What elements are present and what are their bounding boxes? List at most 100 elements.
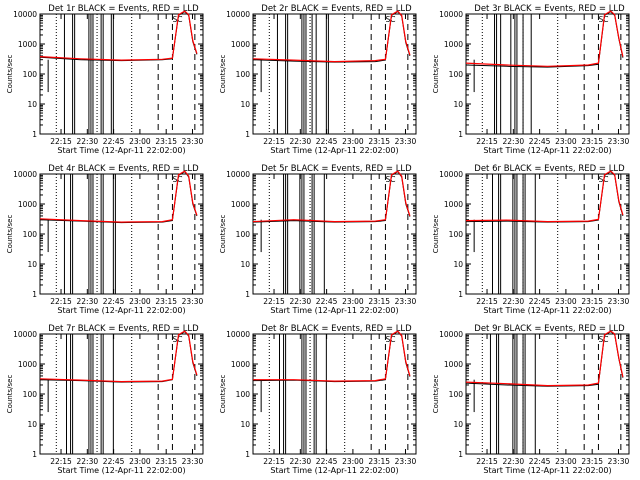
panel-title: Det 3r BLACK = Events, RED = LLD: [474, 4, 625, 14]
y-tick-label: 10000: [439, 170, 463, 179]
x-tick-label: 22:30: [77, 297, 99, 306]
y-tick-label: 100: [236, 70, 251, 79]
x-tick-label: 23:30: [608, 297, 630, 306]
panel-title: Det 8r BLACK = Events, RED = LLD: [261, 324, 412, 334]
panel-det-8: Det 8r BLACK = Events, RED = LLD 1 10 100 10…: [219, 324, 417, 475]
y-axis-label: Counts/sec: [219, 55, 227, 94]
x-tick-label: 23:00: [555, 297, 577, 306]
panel-det-2: Det 2r BLACK = Events, RED = LLD 1 10 100 10…: [219, 4, 417, 155]
x-tick-label: 23:00: [342, 137, 364, 146]
y-tick-label: 10000: [13, 10, 37, 19]
x-tick-label: 23:15: [581, 297, 603, 306]
x-tick-label: 22:15: [263, 457, 285, 466]
y-tick-label: 10000: [439, 330, 463, 339]
x-axis-label: Start Time (12-Apr-11 22:02:00): [57, 146, 185, 155]
x-tick-label: 22:30: [503, 457, 525, 466]
y-tick-label: 10: [27, 420, 37, 429]
y-tick-label: 10000: [13, 330, 37, 339]
x-tick-label: 22:45: [529, 457, 551, 466]
y-tick-label: 10: [240, 420, 250, 429]
y-tick-label: 1000: [18, 40, 37, 49]
y-tick-label: 1: [458, 450, 463, 459]
x-tick-label: 22:45: [316, 137, 338, 146]
panel-det-3: Det 3r BLACK = Events, RED = LLD 1 10 100 10…: [432, 4, 630, 155]
x-axis-label: Start Time (12-Apr-11 22:02:00): [483, 146, 611, 155]
y-tick-label: 10000: [226, 10, 250, 19]
x-tick-label: 22:15: [476, 137, 498, 146]
x-tick-label: 22:45: [103, 297, 125, 306]
x-tick-label: 22:30: [290, 137, 312, 146]
y-tick-label: 1: [32, 450, 37, 459]
x-tick-label: 22:15: [263, 297, 285, 306]
panel-title: Det 9r BLACK = Events, RED = LLD: [474, 324, 625, 334]
x-tick-label: 22:15: [50, 457, 72, 466]
y-tick-label: 10: [27, 100, 37, 109]
series-line-lld: [465, 330, 624, 387]
x-tick-label: 23:30: [395, 137, 417, 146]
y-tick-label: 10000: [439, 10, 463, 19]
x-tick-label: 22:45: [529, 137, 551, 146]
y-tick-label: 1: [245, 450, 250, 459]
y-tick-label: 1: [245, 130, 250, 139]
x-tick-label: 22:45: [103, 457, 125, 466]
y-axis-label: Counts/sec: [6, 55, 14, 94]
x-tick-label: 22:15: [50, 297, 72, 306]
x-tick-label: 23:30: [395, 457, 417, 466]
x-tick-label: 22:30: [503, 137, 525, 146]
x-tick-label: 23:15: [368, 297, 390, 306]
x-axis-label: Start Time (12-Apr-11 22:02:00): [57, 466, 185, 475]
x-tick-label: 23:30: [608, 457, 630, 466]
y-tick-label: 100: [23, 390, 38, 399]
y-axis-label: Counts/sec: [6, 215, 14, 254]
x-tick-label: 23:00: [342, 457, 364, 466]
y-tick-label: 10: [27, 260, 37, 269]
x-tick-label: 22:45: [529, 297, 551, 306]
panel-det-6: Det 6r BLACK = Events, RED = LLD 1 10 100 10…: [432, 164, 630, 315]
x-axis-label: Start Time (12-Apr-11 22:02:00): [270, 466, 398, 475]
y-axis-label: Counts/sec: [432, 55, 440, 94]
y-axis-label: Counts/sec: [219, 375, 227, 414]
x-tick-label: 23:15: [155, 297, 177, 306]
y-tick-label: 10000: [226, 330, 250, 339]
x-tick-label: 23:30: [182, 297, 204, 306]
x-tick-label: 23:15: [155, 457, 177, 466]
x-tick-label: 23:00: [342, 297, 364, 306]
y-tick-label: 1000: [231, 360, 250, 369]
y-tick-label: 1000: [231, 40, 250, 49]
panel-det-1: Det 1r BLACK = Events, RED = LLD 1 10 100 10…: [6, 4, 204, 155]
y-tick-label: 1000: [444, 200, 463, 209]
panel-title: Det 4r BLACK = Events, RED = LLD: [48, 164, 199, 174]
x-axis-label: Start Time (12-Apr-11 22:02:00): [483, 306, 611, 315]
x-tick-label: 23:00: [129, 137, 151, 146]
x-tick-label: 23:30: [395, 297, 417, 306]
series-line-lld: [39, 170, 198, 223]
y-tick-label: 10000: [226, 170, 250, 179]
y-tick-label: 10: [453, 420, 463, 429]
x-axis-label: Start Time (12-Apr-11 22:02:00): [270, 146, 398, 155]
x-tick-label: 22:30: [77, 137, 99, 146]
x-axis-label: Start Time (12-Apr-11 22:02:00): [483, 466, 611, 475]
y-tick-label: 10: [453, 100, 463, 109]
y-tick-label: 1000: [18, 360, 37, 369]
y-tick-label: 1: [32, 130, 37, 139]
panel-title: Det 6r BLACK = Events, RED = LLD: [474, 164, 625, 174]
x-tick-label: 23:15: [581, 457, 603, 466]
series-line-lld: [253, 330, 411, 382]
y-axis-label: Counts/sec: [432, 215, 440, 254]
x-tick-label: 22:30: [290, 297, 312, 306]
y-tick-label: 1000: [444, 40, 463, 49]
y-tick-label: 10: [240, 100, 250, 109]
y-tick-label: 10: [240, 260, 250, 269]
x-tick-label: 23:15: [155, 137, 177, 146]
y-tick-label: 1: [245, 290, 250, 299]
panel-det-9: Det 9r BLACK = Events, RED = LLD 1 10 100 10…: [432, 324, 630, 475]
x-tick-label: 23:30: [182, 137, 204, 146]
x-tick-label: 22:30: [290, 457, 312, 466]
y-tick-label: 10: [453, 260, 463, 269]
panel-title: Det 1r BLACK = Events, RED = LLD: [48, 4, 199, 14]
panel-title: Det 7r BLACK = Events, RED = LLD: [48, 324, 199, 334]
x-tick-label: 23:00: [555, 457, 577, 466]
x-tick-label: 22:45: [316, 457, 338, 466]
y-tick-label: 1000: [231, 200, 250, 209]
